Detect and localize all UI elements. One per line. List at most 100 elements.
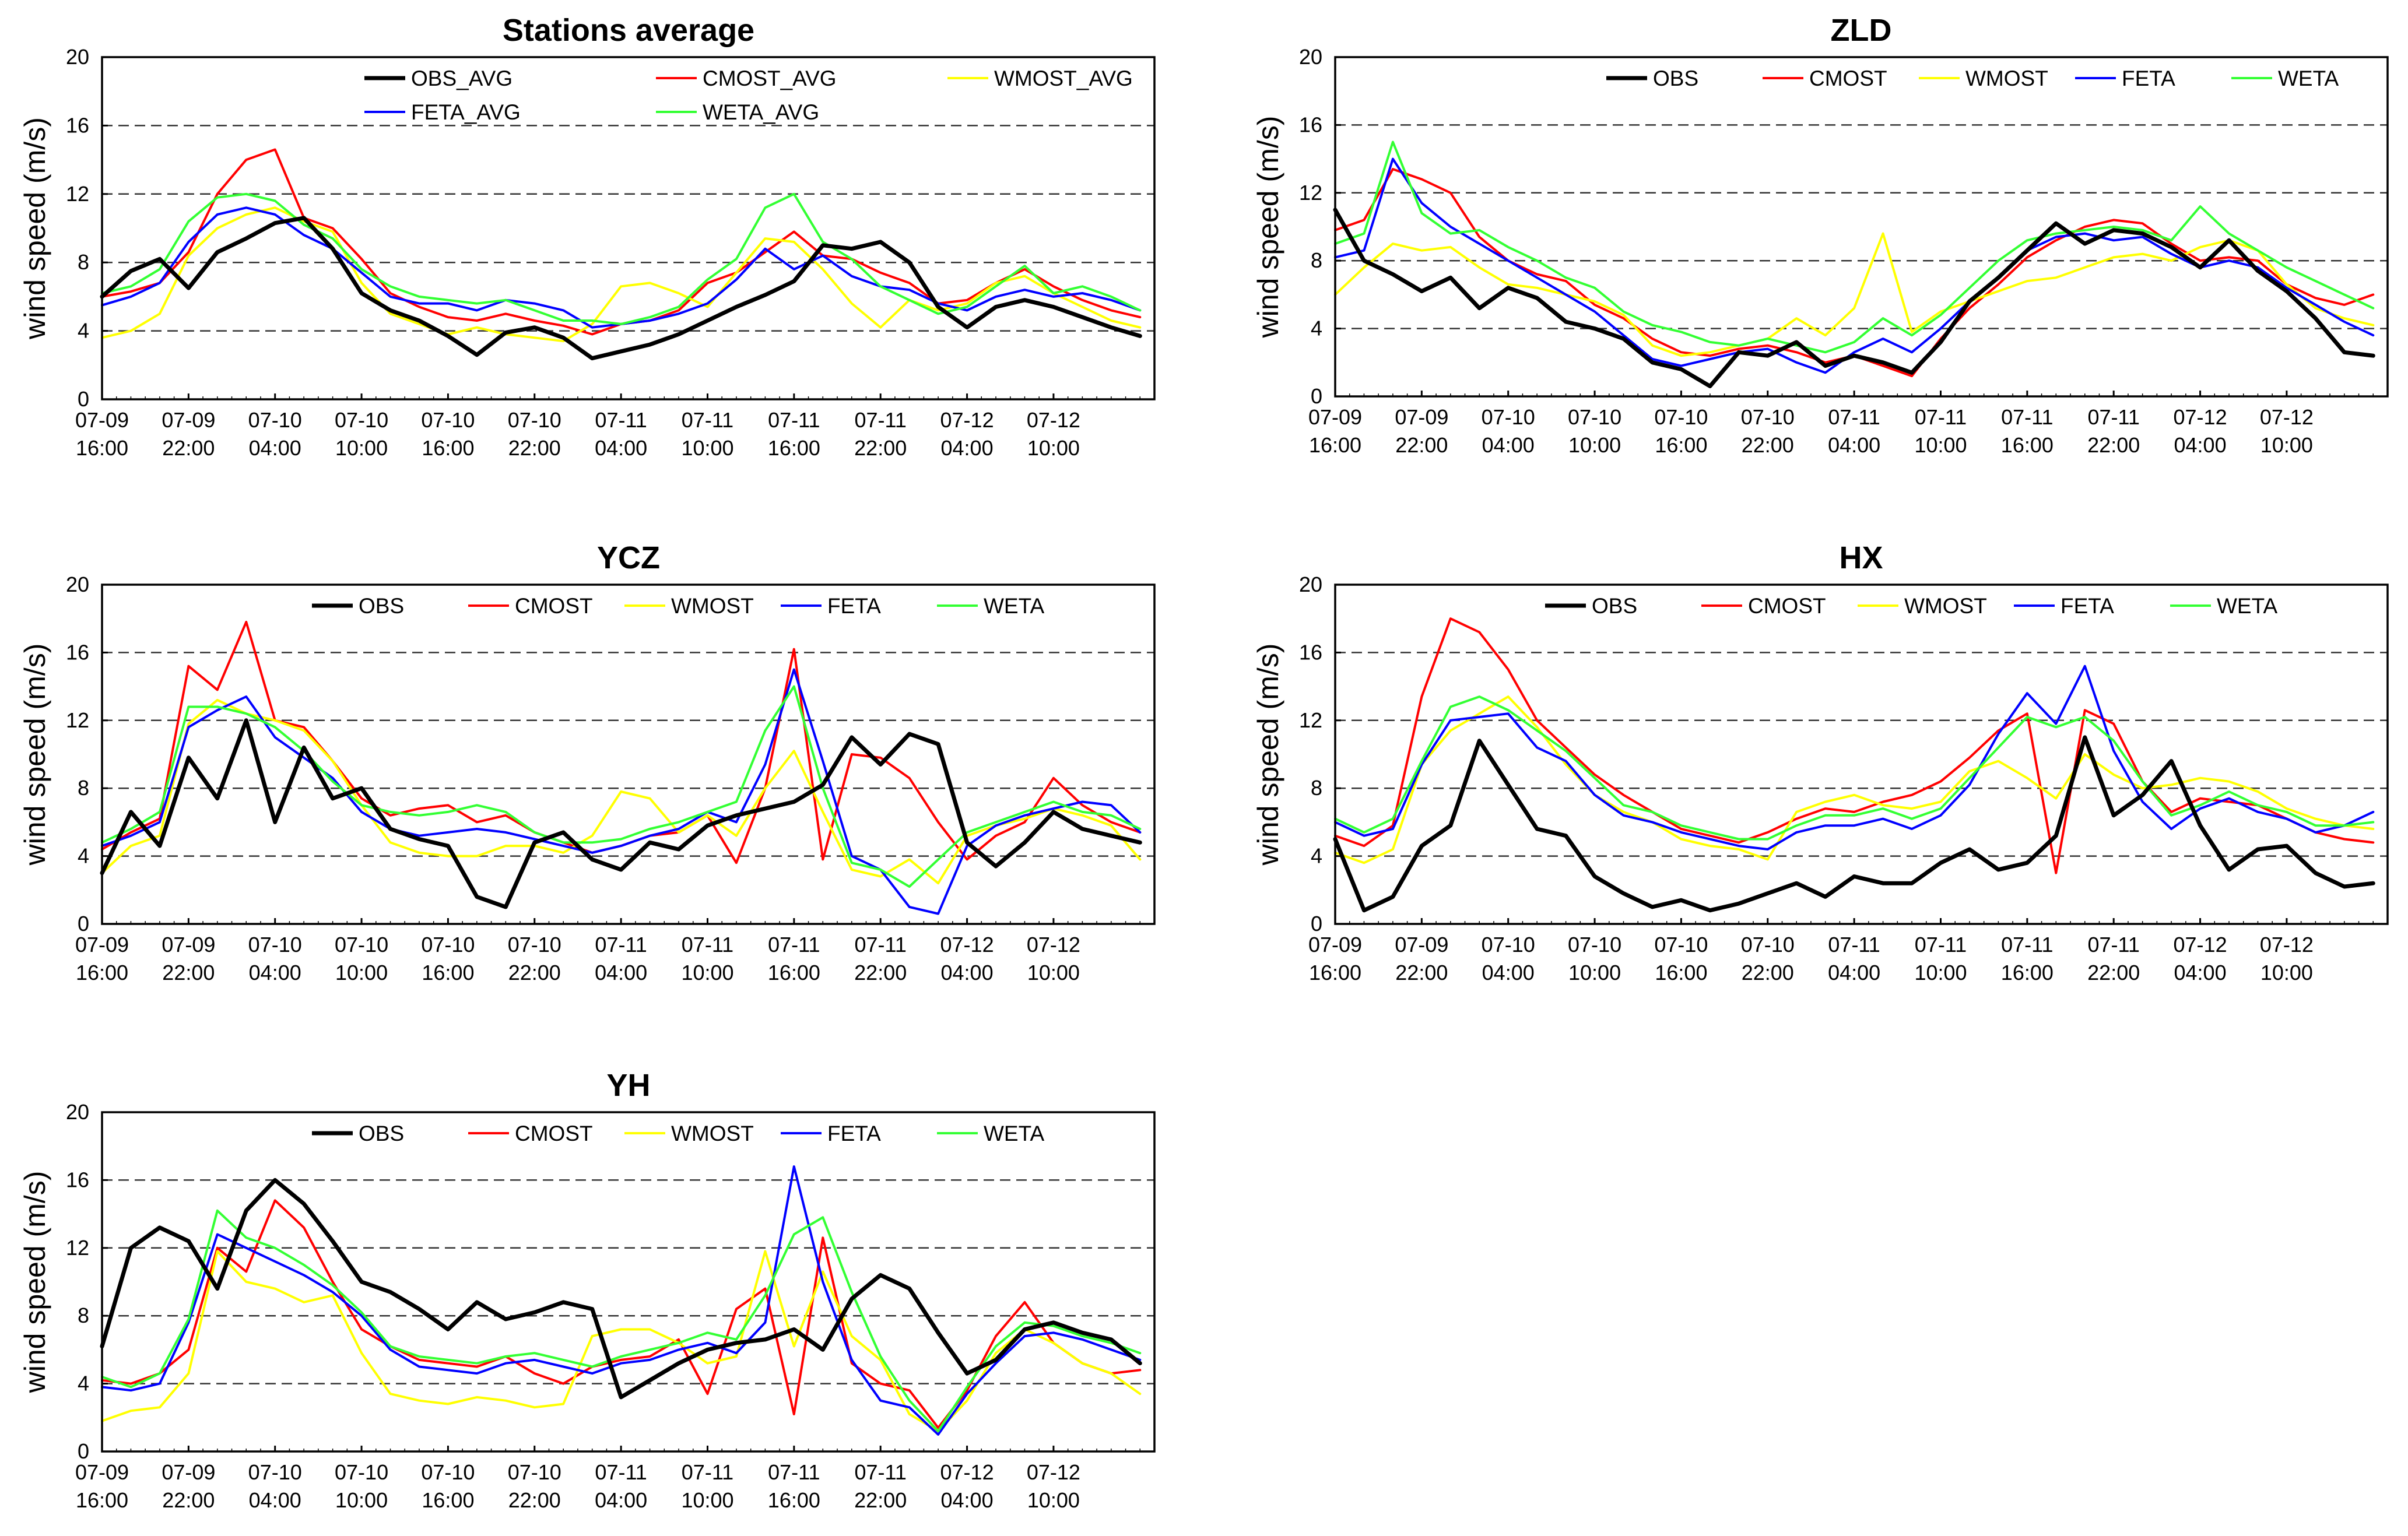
y-axis-label: wind speed (m/s) [1252, 116, 1284, 339]
x-tick-label-time: 04:00 [1482, 433, 1535, 457]
y-tick-label: 20 [66, 572, 89, 596]
chart-panel-4: HX wind speed (m/s) 0 4 8 12 16 20 07-09 16:00 07-… [1252, 540, 2389, 985]
legend-label: FETA [827, 1122, 881, 1145]
series-line-obs [1333, 208, 2375, 388]
x-tick-label-time: 22:00 [1395, 433, 1448, 457]
x-tick-label-date: 07-11 [682, 408, 733, 432]
legend-label: FETA [2061, 594, 2114, 618]
x-tick-label-time: 04:00 [249, 961, 301, 985]
y-axis-label: wind speed (m/s) [19, 644, 51, 866]
x-tick-label-date: 07-10 [248, 408, 302, 432]
x-tick-label-time: 22:00 [854, 436, 907, 460]
y-tick-label: 8 [78, 1303, 89, 1327]
x-tick-label-time: 22:00 [854, 1488, 907, 1512]
x-tick-label-date: 07-12 [940, 1460, 994, 1484]
legend-label: CMOST [1748, 594, 1826, 618]
x-tick-label-time: 16:00 [422, 436, 474, 460]
x-tick-label-date: 07-09 [162, 1460, 215, 1484]
x-tick-label-time: 22:00 [162, 436, 215, 460]
y-axis-label: wind speed (m/s) [19, 117, 51, 340]
x-tick-label-time: 10:00 [681, 961, 733, 985]
x-tick-label-time: 04:00 [249, 1488, 301, 1512]
x-tick-label-date: 07-11 [682, 933, 733, 957]
legend-label: WETA [2217, 594, 2277, 618]
x-tick-label-date: 07-11 [2088, 933, 2140, 957]
series-line-cmost [1334, 617, 2375, 874]
chart-panel-5: YH wind speed (m/s) 0 4 8 12 16 20 07-09 16:00 07-… [19, 1068, 1156, 1512]
x-tick-label-date: 07-12 [1027, 1460, 1080, 1484]
series-line-weta [101, 1209, 1142, 1433]
plot-frame [101, 584, 1156, 925]
legend-entry-cmost: CMOST [1701, 594, 1826, 618]
legend-entry-obs: OBS_AVG [364, 66, 513, 90]
series-line-feta [101, 1165, 1142, 1436]
y-tick-label: 12 [66, 708, 89, 732]
y-tick-label: 8 [78, 776, 89, 800]
x-tick-label-date: 07-11 [768, 1460, 820, 1484]
legend-entry-obs: OBS [312, 594, 404, 618]
x-tick-label-date: 07-10 [1482, 933, 1535, 957]
legend-entry-wmost: WMOST [624, 1122, 754, 1145]
x-tick-label-time: 22:00 [162, 961, 215, 985]
legend-label: CMOST_AVG [703, 66, 837, 90]
x-tick-label-time: 04:00 [941, 1488, 994, 1512]
plot-frame [101, 1111, 1156, 1453]
series-line-feta [1334, 665, 2375, 850]
x-tick-label-date: 07-10 [335, 1460, 388, 1484]
x-tick-label-date: 07-11 [595, 408, 647, 432]
x-tick-label-time: 10:00 [1027, 436, 1080, 460]
series-line-weta [1334, 695, 2375, 841]
series-line-cmost [101, 148, 1142, 336]
chart-title: HX [1839, 540, 1883, 575]
y-tick-label: 12 [1299, 708, 1322, 732]
y-tick-label: 20 [66, 1100, 89, 1124]
series-line-wmost [1334, 695, 2375, 864]
x-tick-label-date: 07-09 [162, 933, 215, 957]
x-tick-label-date: 07-10 [248, 933, 302, 957]
series-line-obs [100, 216, 1142, 361]
x-tick-label-date: 07-10 [1568, 933, 1621, 957]
y-tick-label: 12 [66, 182, 89, 206]
series-line-obs [1333, 735, 2375, 913]
x-tick-label-time: 22:00 [1742, 433, 1794, 457]
x-tick-label-date: 07-11 [1828, 405, 1880, 429]
x-tick-label-date: 07-10 [508, 1460, 561, 1484]
legend-entry-obs: OBS [1545, 594, 1637, 618]
y-tick-label: 0 [1311, 912, 1322, 936]
x-tick-label-time: 16:00 [768, 436, 820, 460]
legend-label: OBS [1653, 66, 1698, 90]
legend-entry-feta: FETA [2014, 594, 2114, 618]
legend-label: FETA [2122, 66, 2175, 90]
legend-label: WETA_AVG [703, 100, 819, 124]
x-tick-label-time: 22:00 [1395, 961, 1448, 985]
series-line-feta [101, 206, 1142, 329]
y-tick-label: 16 [66, 1168, 89, 1191]
y-axis-label: wind speed (m/s) [1252, 644, 1284, 866]
legend-entry-wmost: WMOST [1858, 594, 1987, 618]
legend-entry-weta: WETA [937, 1122, 1044, 1145]
x-tick-label-time: 22:00 [162, 1488, 215, 1512]
series-line-wmost [1334, 232, 2375, 357]
series-line-feta [101, 668, 1142, 915]
legend-label: FETA_AVG [411, 100, 521, 124]
series-line-cmost [101, 1199, 1142, 1429]
x-tick-label-date: 07-12 [1027, 408, 1080, 432]
x-tick-label-date: 07-12 [2174, 405, 2227, 429]
x-tick-label-time: 16:00 [1655, 961, 1707, 985]
y-tick-label: 0 [78, 912, 89, 936]
x-tick-label-time: 10:00 [681, 436, 733, 460]
legend-entry-feta: FETA [2075, 66, 2175, 90]
x-tick-label-date: 07-12 [940, 408, 994, 432]
legend-entry-feta: FETA_AVG [364, 100, 521, 124]
x-tick-label-date: 07-12 [2260, 933, 2314, 957]
legend-label: WMOST [1904, 594, 1987, 618]
x-tick-label-time: 04:00 [595, 436, 647, 460]
x-tick-label-date: 07-09 [75, 408, 129, 432]
legend-entry-cmost: CMOST [1763, 66, 1887, 90]
x-tick-label-time: 10:00 [1914, 961, 1967, 985]
x-tick-label-time: 04:00 [1828, 961, 1880, 985]
y-tick-label: 8 [78, 250, 89, 274]
x-tick-label-time: 16:00 [1309, 433, 1361, 457]
x-tick-label-date: 07-11 [855, 933, 907, 957]
